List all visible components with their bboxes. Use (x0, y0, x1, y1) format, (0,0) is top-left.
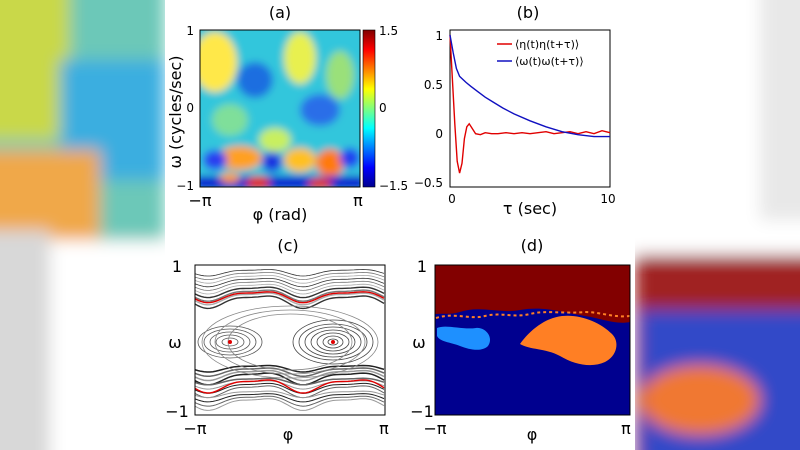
panel-b-label: (b) (517, 3, 540, 22)
panel-c-xtick-right: π (379, 419, 389, 438)
orbit-lower (195, 393, 385, 403)
orbit-upper (195, 277, 385, 288)
panel-c-label: (c) (277, 236, 298, 255)
panel-a-ylabel: ω (cycles/sec) (166, 55, 185, 168)
orbit-upper (195, 274, 385, 284)
basin-light-blue (437, 326, 491, 350)
orbit-upper (195, 292, 385, 306)
orbit-upper-red (195, 291, 385, 304)
orbit-lower (195, 382, 385, 394)
libration-loop-right (304, 326, 362, 358)
orbit-lower (195, 398, 385, 411)
orbit-upper (195, 295, 385, 310)
panel-a: (a) 1 (166, 3, 408, 224)
panel-d-frame (434, 264, 631, 416)
panel-a-ytick-m1: −1 (176, 179, 194, 193)
series-omega-correlation (449, 34, 610, 138)
orbit-lower (195, 372, 385, 386)
orbit-upper (195, 280, 385, 291)
panel-b: (b) 1 0.5 0 −0.5 0 10 τ (sec) ⟨η(t)η(t+τ… (414, 3, 616, 218)
basin-orange (520, 315, 617, 366)
legend-label-omega: ⟨ω(t)ω(t+τ)⟩ (515, 55, 584, 68)
panel-d-ytick-m1: −1 (410, 402, 434, 421)
legend: ⟨η(t)η(t+τ)⟩ ⟨ω(t)ω(t+τ)⟩ (497, 38, 584, 68)
panel-c-ytick-1: 1 (172, 257, 182, 276)
phase-orbits (195, 269, 385, 411)
panel-d-xtick-left: −π (423, 419, 446, 438)
separatrix-loop (214, 309, 366, 375)
panel-a-xtick-right: π (353, 191, 363, 210)
fixed-point-right (331, 340, 335, 344)
orbit-lower (195, 364, 385, 373)
basin-boundary-speckle (435, 310, 630, 319)
basin-map (435, 265, 630, 415)
panel-b-series (449, 34, 611, 174)
orbit-lower (195, 395, 385, 407)
libration-loop-right (298, 323, 368, 361)
panel-b-xtick-0: 0 (448, 192, 456, 206)
libration-loop-left (203, 328, 257, 356)
panel-c-frame (194, 264, 386, 416)
panel-b-xlabel: τ (sec) (503, 199, 557, 218)
panel-b-ytick-0: 0 (435, 127, 443, 141)
panel-d-ytick-1: 1 (417, 257, 427, 276)
fixed-point-left (228, 340, 232, 344)
panel-d-xtick-right: π (621, 419, 631, 438)
panel-b-ytick-m05: −0.5 (414, 176, 443, 190)
separatrix-loop (201, 305, 379, 379)
orbit-upper (195, 289, 385, 302)
libration-loop-right (316, 332, 350, 352)
orbit-lower (195, 369, 385, 382)
orbit-lower (195, 377, 385, 386)
colorbar (362, 29, 376, 188)
series-eta-correlation (449, 34, 611, 174)
panel-a-frame (199, 29, 361, 188)
panel-d-label: (d) (521, 236, 544, 255)
legend-label-eta: ⟨η(t)η(t+τ)⟩ (515, 38, 579, 51)
libration-loop-left (209, 331, 251, 353)
colorbar-tick-max: 1.5 (379, 24, 398, 38)
panel-b-frame (449, 29, 611, 188)
panel-a-ytick-0: 0 (186, 101, 194, 115)
orbit-upper (195, 286, 385, 299)
panel-b-ytick-1: 1 (435, 29, 443, 43)
panel-c-ylabel: ω (168, 333, 181, 352)
orbit-lower-red (195, 379, 385, 394)
orbit-upper (195, 283, 385, 295)
panel-d-ylabel: ω (412, 333, 425, 352)
panel-a-ytick-1: 1 (186, 24, 194, 38)
libration-loop-right (292, 319, 374, 365)
basin-upper (435, 265, 630, 323)
panel-c-ytick-m1: −1 (165, 402, 189, 421)
orbit-upper (195, 269, 385, 277)
orbit-lower (195, 390, 385, 399)
orbit-lower (195, 367, 385, 378)
panel-c-xlabel: φ (283, 425, 294, 444)
colorbar-tick-min: −1.5 (379, 179, 408, 193)
right-blur-margin (635, 0, 800, 450)
panel-b-xtick-10: 10 (600, 192, 615, 206)
left-blur-margin (0, 0, 165, 450)
libration-loop-left (197, 325, 263, 359)
panel-d-xlabel: φ (527, 425, 538, 444)
orbit-upper (195, 271, 385, 281)
libration-loop-right (327, 338, 339, 346)
panel-a-label: (a) (269, 3, 291, 22)
panel-c-xtick-left: −π (183, 419, 206, 438)
libration-loop-right (322, 335, 344, 349)
colorbar-tick-zero: 0 (379, 101, 387, 115)
libration-loop-left (221, 337, 239, 347)
panel-c: (c) 1 −1 ω −π π φ (165, 236, 389, 444)
heatmap (200, 30, 360, 187)
orbit-lower (195, 385, 385, 399)
panel-b-ytick-05: 0.5 (424, 78, 443, 92)
libration-loop-right (310, 329, 356, 355)
panel-a-xtick-left: −π (188, 191, 211, 210)
panel-a-xlabel: φ (rad) (253, 205, 308, 224)
panel-d: (d) 1 −1 ω −π π φ (410, 236, 631, 444)
